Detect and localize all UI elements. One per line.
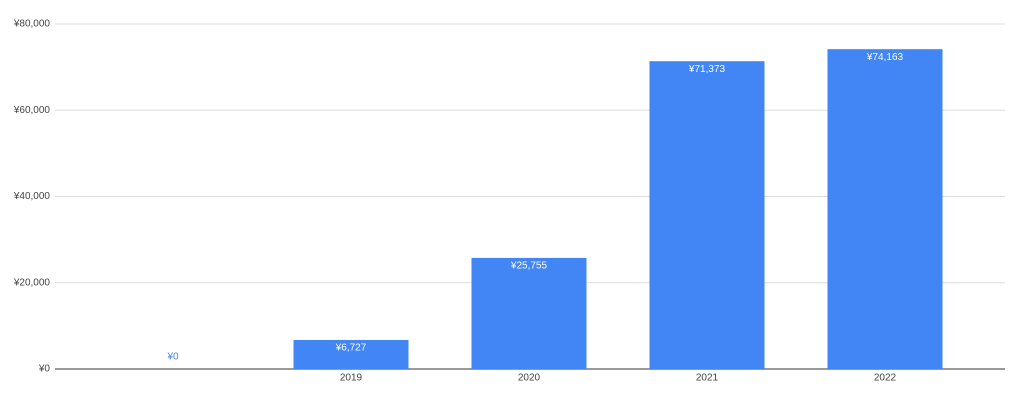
bar — [471, 257, 587, 369]
y-tick-label: ¥0 — [38, 364, 51, 375]
x-tick-label: 2022 — [874, 373, 897, 384]
x-tick-label: 2019 — [340, 373, 363, 384]
bar — [649, 61, 765, 369]
x-tick-label: 2021 — [696, 373, 719, 384]
value-label: ¥6,727 — [335, 343, 367, 354]
value-label: ¥25,755 — [510, 261, 548, 272]
bar — [827, 49, 943, 370]
y-tick-label: ¥20,000 — [13, 277, 51, 288]
y-tick-label: ¥60,000 — [13, 105, 51, 116]
value-label: ¥74,163 — [866, 52, 904, 63]
x-tick-label: 2020 — [518, 373, 541, 384]
y-tick-label: ¥80,000 — [13, 19, 51, 30]
y-tick-label: ¥40,000 — [13, 191, 51, 202]
bar — [293, 339, 409, 369]
value-label: ¥0 — [166, 352, 179, 363]
value-label: ¥71,373 — [688, 64, 726, 75]
